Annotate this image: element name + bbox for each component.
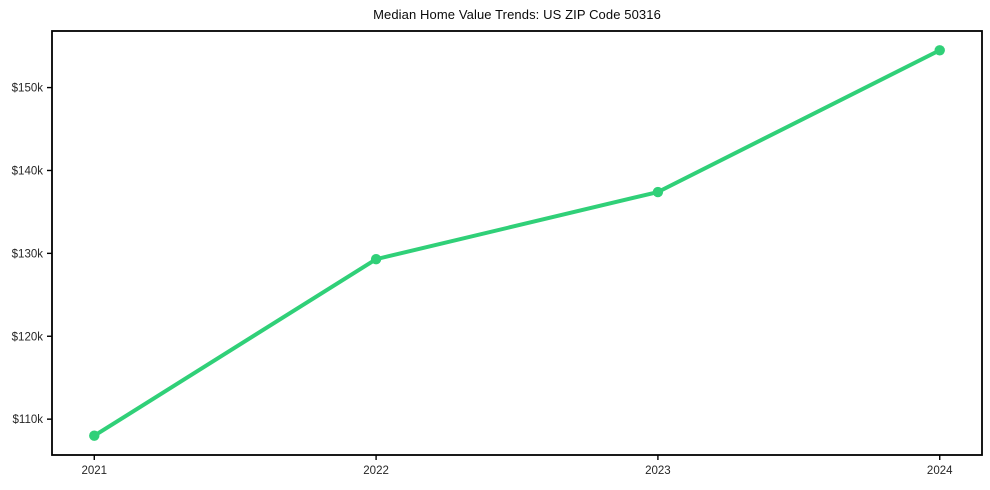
data-point-marker [934,45,945,56]
x-tick-label: 2022 [363,465,389,477]
y-tick-label: $110k [13,414,44,426]
y-tick-label: $130k [12,248,44,260]
y-tick-label: $120k [12,331,44,343]
data-point-marker [652,186,664,198]
x-tick-label: 2021 [81,465,107,477]
y-tick-label: $140k [12,165,44,177]
chart-title: Median Home Value Trends: US ZIP Code 50… [373,7,661,22]
y-tick-label: $150k [12,83,44,95]
x-tick-label: 2023 [645,465,671,477]
plot-border [51,30,983,456]
trend-line [92,48,942,438]
data-point-marker [370,253,382,265]
x-tick-label: 2024 [927,465,953,477]
data-point-marker [89,430,100,441]
